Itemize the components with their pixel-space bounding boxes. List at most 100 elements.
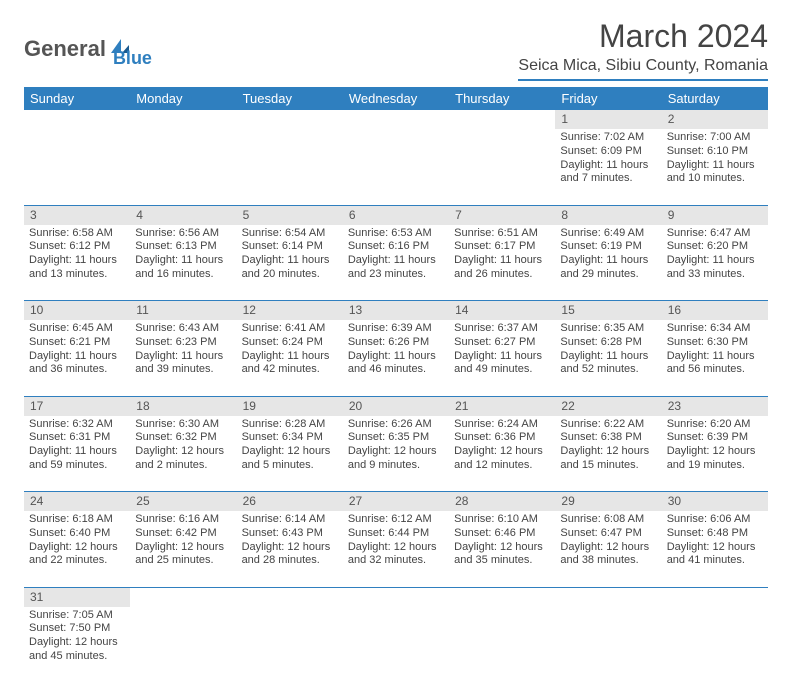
day-number: 25: [130, 492, 236, 512]
day-number: 24: [24, 492, 130, 512]
day-number: 17: [24, 396, 130, 416]
day-number-row: 10111213141516: [24, 301, 768, 321]
cell-sunset: Sunset: 6:39 PM: [667, 431, 763, 445]
cell-dl1: Daylight: 11 hours: [348, 350, 444, 364]
calendar-cell: Sunrise: 6:20 AMSunset: 6:39 PMDaylight:…: [662, 416, 768, 492]
cell-dl2: and 13 minutes.: [29, 268, 125, 282]
day-number: 11: [130, 301, 236, 321]
day-number: 4: [130, 205, 236, 225]
cell-dl1: Daylight: 12 hours: [135, 445, 231, 459]
cell-dl2: and 22 minutes.: [29, 554, 125, 568]
calendar-cell: [343, 607, 449, 683]
calendar-cell: Sunrise: 6:18 AMSunset: 6:40 PMDaylight:…: [24, 511, 130, 587]
cell-dl2: and 19 minutes.: [667, 459, 763, 473]
day-number: 3: [24, 205, 130, 225]
cell-sunrise: Sunrise: 6:54 AM: [242, 227, 338, 241]
calendar-cell: [237, 129, 343, 205]
day-number: [130, 110, 236, 129]
cell-dl2: and 52 minutes.: [560, 363, 656, 377]
day-number: 20: [343, 396, 449, 416]
cell-sunrise: Sunrise: 6:47 AM: [667, 227, 763, 241]
cell-dl2: and 45 minutes.: [29, 650, 125, 664]
day-number: 31: [24, 587, 130, 607]
day-number-row: 31: [24, 587, 768, 607]
cell-sunrise: Sunrise: 7:05 AM: [29, 609, 125, 623]
cell-dl1: Daylight: 12 hours: [135, 541, 231, 555]
cell-sunrise: Sunrise: 6:39 AM: [348, 322, 444, 336]
day-number: 16: [662, 301, 768, 321]
cell-sunset: Sunset: 7:50 PM: [29, 622, 125, 636]
calendar-cell: Sunrise: 6:53 AMSunset: 6:16 PMDaylight:…: [343, 225, 449, 301]
cell-sunset: Sunset: 6:40 PM: [29, 527, 125, 541]
calendar-cell: Sunrise: 6:12 AMSunset: 6:44 PMDaylight:…: [343, 511, 449, 587]
calendar-table: Sunday Monday Tuesday Wednesday Thursday…: [24, 87, 768, 683]
day-number: 19: [237, 396, 343, 416]
cell-sunrise: Sunrise: 7:02 AM: [560, 131, 656, 145]
day-number: [130, 587, 236, 607]
calendar-cell: [130, 129, 236, 205]
cell-sunrise: Sunrise: 6:06 AM: [667, 513, 763, 527]
calendar-cell: Sunrise: 7:00 AMSunset: 6:10 PMDaylight:…: [662, 129, 768, 205]
cell-dl1: Daylight: 11 hours: [29, 254, 125, 268]
cell-dl1: Daylight: 11 hours: [454, 350, 550, 364]
cell-sunset: Sunset: 6:13 PM: [135, 240, 231, 254]
cell-sunset: Sunset: 6:44 PM: [348, 527, 444, 541]
cell-dl2: and 42 minutes.: [242, 363, 338, 377]
calendar-cell: Sunrise: 6:34 AMSunset: 6:30 PMDaylight:…: [662, 320, 768, 396]
calendar-cell: Sunrise: 6:47 AMSunset: 6:20 PMDaylight:…: [662, 225, 768, 301]
cell-dl1: Daylight: 11 hours: [667, 350, 763, 364]
day-number: 8: [555, 205, 661, 225]
cell-dl1: Daylight: 11 hours: [348, 254, 444, 268]
cell-sunrise: Sunrise: 6:20 AM: [667, 418, 763, 432]
day-number: 10: [24, 301, 130, 321]
cell-sunset: Sunset: 6:35 PM: [348, 431, 444, 445]
cell-sunset: Sunset: 6:27 PM: [454, 336, 550, 350]
cell-dl2: and 2 minutes.: [135, 459, 231, 473]
cell-dl2: and 5 minutes.: [242, 459, 338, 473]
calendar-cell: Sunrise: 6:08 AMSunset: 6:47 PMDaylight:…: [555, 511, 661, 587]
calendar-cell: Sunrise: 7:05 AMSunset: 7:50 PMDaylight:…: [24, 607, 130, 683]
calendar-cell: Sunrise: 6:22 AMSunset: 6:38 PMDaylight:…: [555, 416, 661, 492]
cell-dl1: Daylight: 11 hours: [135, 350, 231, 364]
cell-sunrise: Sunrise: 6:18 AM: [29, 513, 125, 527]
cell-sunrise: Sunrise: 6:24 AM: [454, 418, 550, 432]
day-number: 9: [662, 205, 768, 225]
cell-dl2: and 59 minutes.: [29, 459, 125, 473]
day-header: Friday: [555, 87, 661, 110]
calendar-cell: Sunrise: 6:10 AMSunset: 6:46 PMDaylight:…: [449, 511, 555, 587]
day-number: 1: [555, 110, 661, 129]
calendar-cell: Sunrise: 6:49 AMSunset: 6:19 PMDaylight:…: [555, 225, 661, 301]
cell-dl2: and 38 minutes.: [560, 554, 656, 568]
calendar-cell: Sunrise: 6:26 AMSunset: 6:35 PMDaylight:…: [343, 416, 449, 492]
cell-dl2: and 39 minutes.: [135, 363, 231, 377]
cell-dl1: Daylight: 12 hours: [667, 541, 763, 555]
calendar-cell: [130, 607, 236, 683]
cell-sunrise: Sunrise: 6:14 AM: [242, 513, 338, 527]
day-number: 12: [237, 301, 343, 321]
calendar-cell: Sunrise: 6:28 AMSunset: 6:34 PMDaylight:…: [237, 416, 343, 492]
cell-dl1: Daylight: 12 hours: [242, 541, 338, 555]
cell-sunrise: Sunrise: 6:08 AM: [560, 513, 656, 527]
cell-sunrise: Sunrise: 6:22 AM: [560, 418, 656, 432]
cell-dl2: and 23 minutes.: [348, 268, 444, 282]
calendar-cell: Sunrise: 6:30 AMSunset: 6:32 PMDaylight:…: [130, 416, 236, 492]
day-number: 26: [237, 492, 343, 512]
cell-dl1: Daylight: 11 hours: [29, 445, 125, 459]
cell-dl2: and 25 minutes.: [135, 554, 231, 568]
title-block: March 2024 Seica Mica, Sibiu County, Rom…: [518, 18, 768, 81]
day-header: Sunday: [24, 87, 130, 110]
cell-sunrise: Sunrise: 6:53 AM: [348, 227, 444, 241]
cell-dl2: and 10 minutes.: [667, 172, 763, 186]
calendar-cell: Sunrise: 6:58 AMSunset: 6:12 PMDaylight:…: [24, 225, 130, 301]
cell-dl2: and 56 minutes.: [667, 363, 763, 377]
day-number: [662, 587, 768, 607]
day-number-row: 3456789: [24, 205, 768, 225]
cell-dl1: Daylight: 12 hours: [348, 445, 444, 459]
cell-sunrise: Sunrise: 6:12 AM: [348, 513, 444, 527]
cell-dl2: and 32 minutes.: [348, 554, 444, 568]
calendar-cell: [237, 607, 343, 683]
cell-dl1: Daylight: 11 hours: [29, 350, 125, 364]
cell-dl1: Daylight: 12 hours: [454, 541, 550, 555]
cell-sunrise: Sunrise: 6:37 AM: [454, 322, 550, 336]
cell-sunset: Sunset: 6:48 PM: [667, 527, 763, 541]
